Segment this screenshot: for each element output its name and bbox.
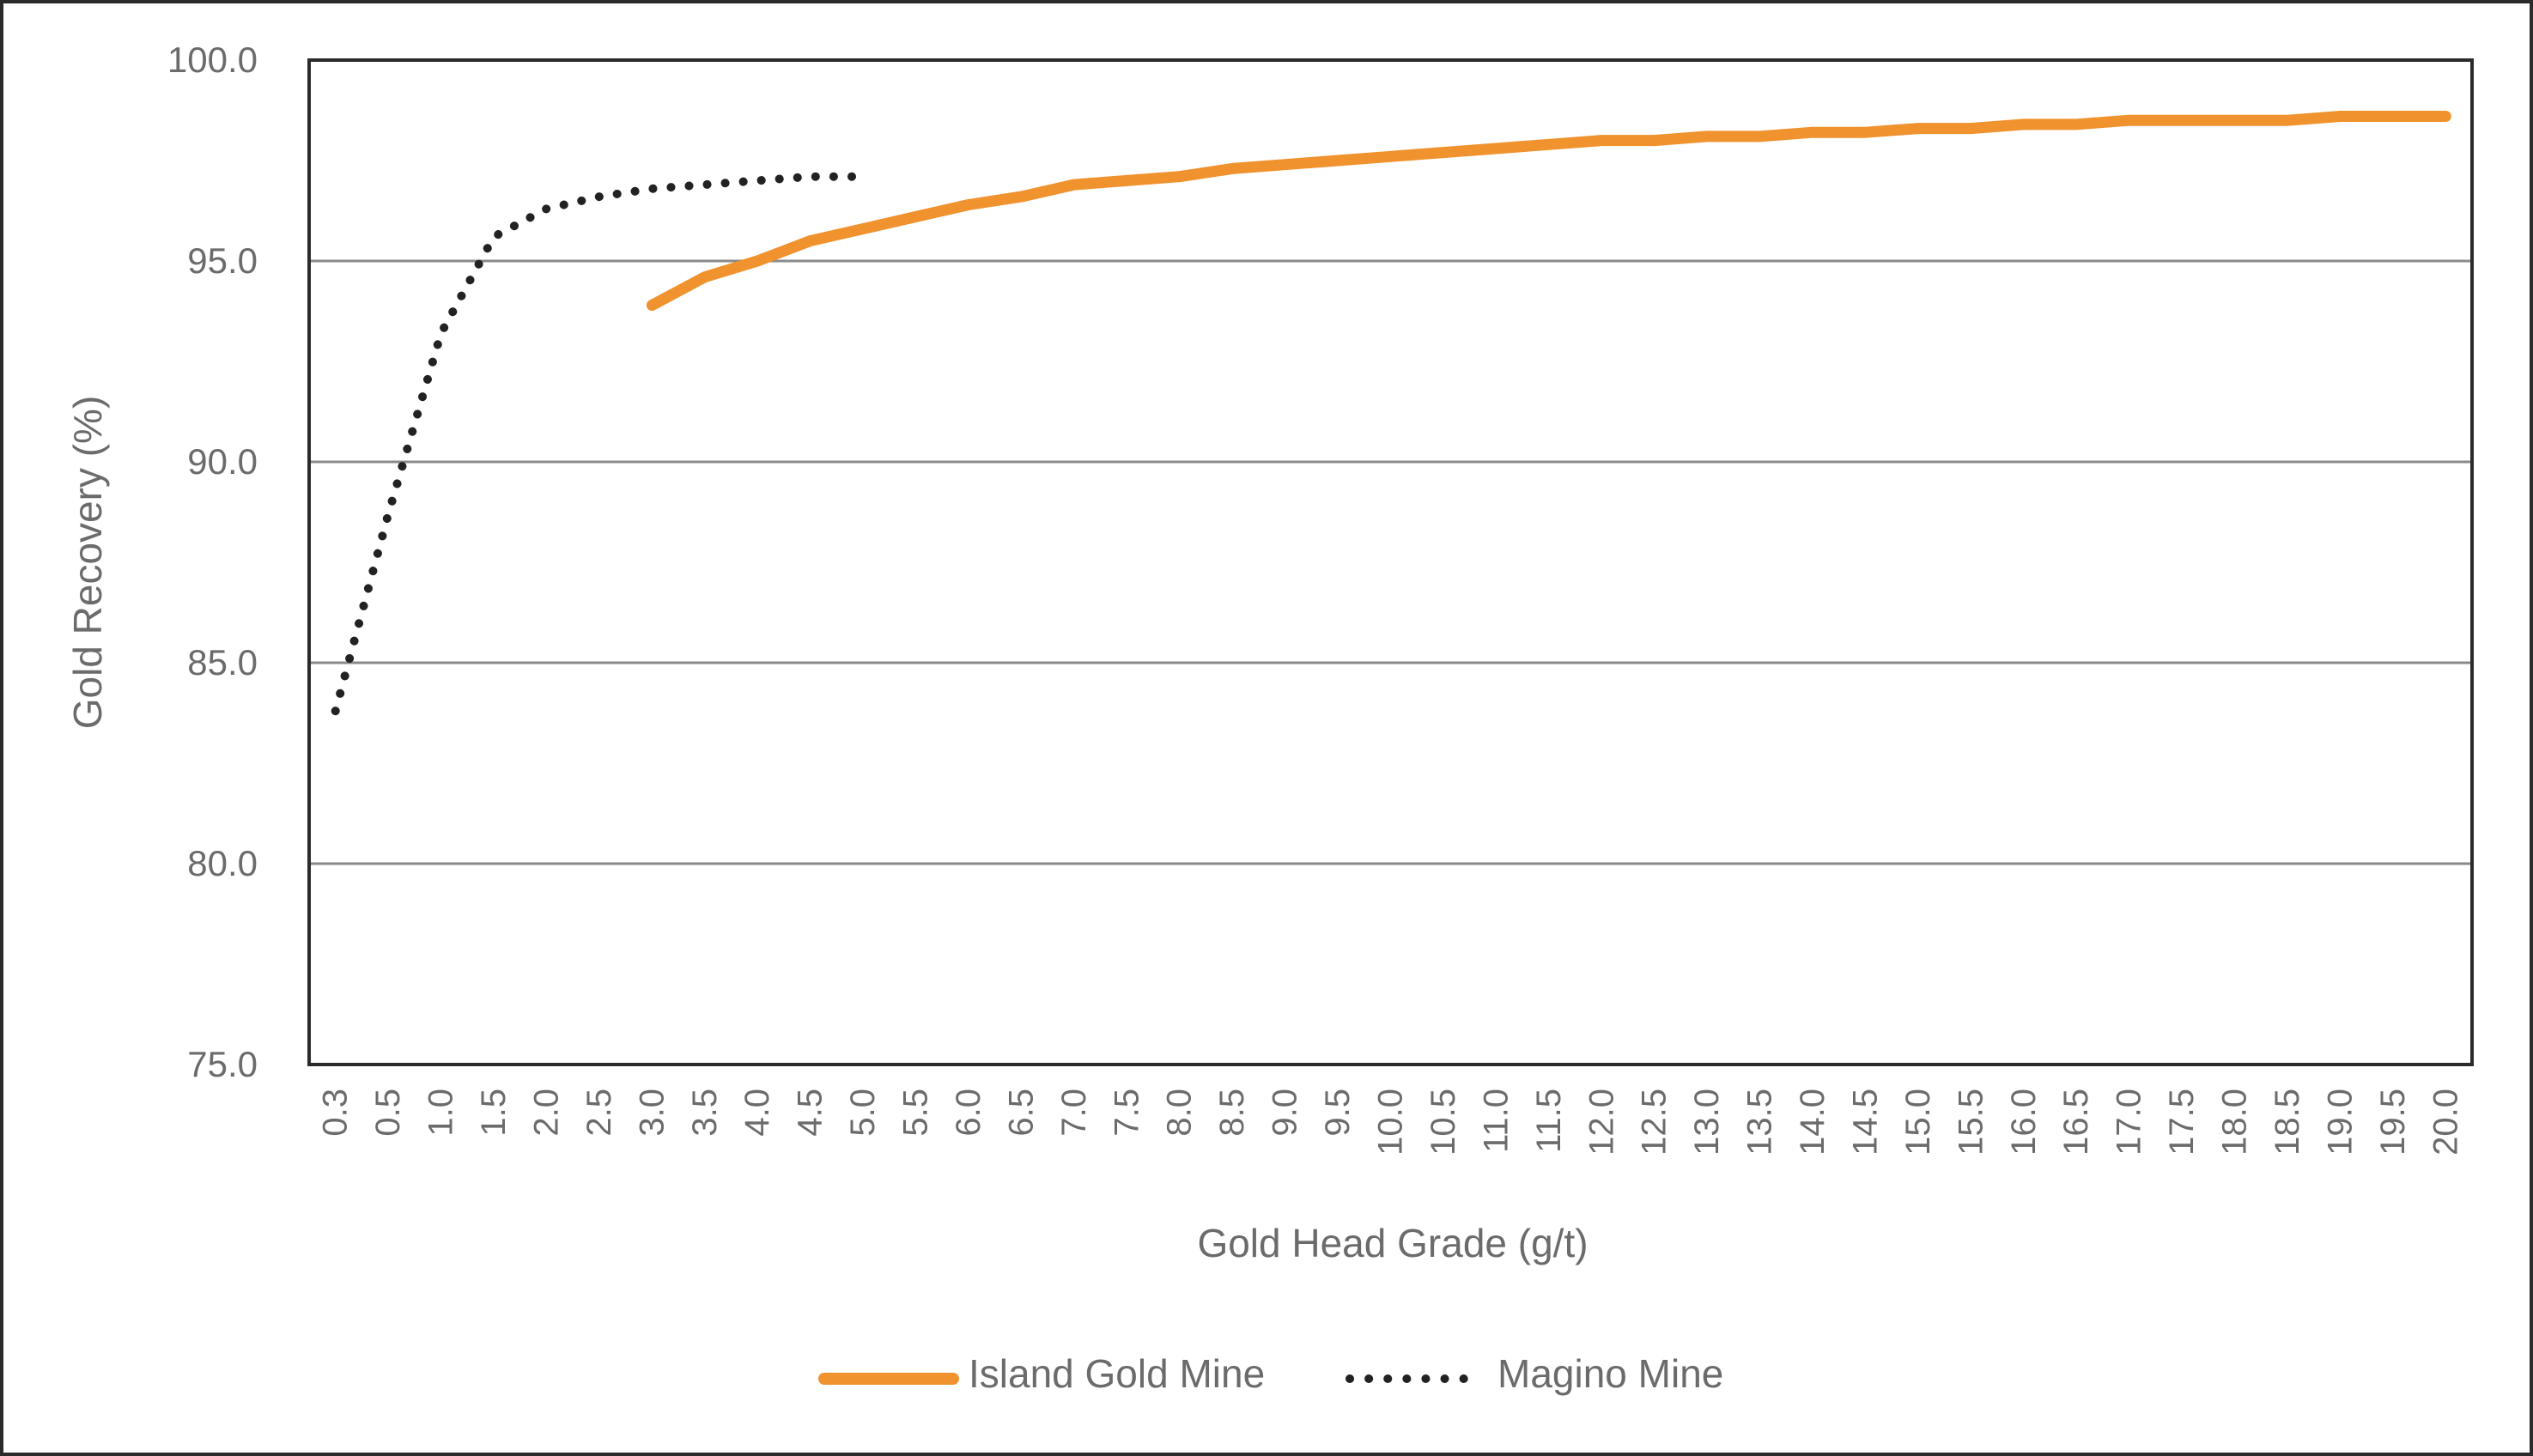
x-tick-label: 4.0: [738, 1089, 776, 1137]
series-lines: [331, 111, 2451, 716]
y-tick-label: 100.0: [167, 39, 258, 80]
x-tick-label: 9.0: [1266, 1089, 1304, 1137]
x-axis-title: Gold Head Grade (g/t): [1197, 1221, 1588, 1265]
magino-mine-line: [331, 172, 868, 716]
y-tick-label: 75.0: [187, 1044, 258, 1084]
x-tick-label: 15.0: [1899, 1089, 1937, 1156]
x-tick-label: 3.5: [686, 1089, 724, 1137]
x-tick-label: 1.5: [475, 1089, 513, 1137]
y-axis-ticks: 75.0 80.0 85.0 90.0 95.0 100.0: [167, 39, 258, 1084]
x-tick-label: 10.0: [1372, 1089, 1410, 1156]
x-tick-label: 19.5: [2374, 1089, 2412, 1156]
x-tick-label: 12.0: [1582, 1089, 1620, 1156]
y-tick-label: 85.0: [187, 642, 258, 682]
x-tick-label: 2.5: [580, 1089, 618, 1137]
legend-island-gold-label: Island Gold Mine: [969, 1351, 1265, 1396]
x-tick-label: 2.0: [527, 1089, 565, 1137]
x-tick-label: 20.0: [2427, 1089, 2464, 1156]
gridlines: [309, 259, 2472, 865]
x-tick-label: 5.0: [844, 1089, 882, 1137]
x-axis-ticks: 0.3 0.5 1.0 1.5 2.0 2.5 3.0 3.5 4.0 4.5 5.0 5.5 6.0 6…: [317, 1089, 2465, 1156]
x-tick-label: 18.0: [2216, 1089, 2254, 1156]
x-tick-label: 17.5: [2163, 1089, 2201, 1156]
x-tick-label: 10.5: [1424, 1089, 1462, 1156]
x-tick-label: 13.5: [1741, 1089, 1779, 1156]
island-gold-mine-line: [646, 111, 2451, 311]
x-tick-label: 7.0: [1055, 1089, 1093, 1137]
x-tick-label: 19.0: [2321, 1089, 2359, 1156]
x-tick-label: 18.5: [2269, 1089, 2306, 1156]
y-tick-label: 90.0: [187, 441, 258, 482]
x-tick-label: 8.5: [1213, 1089, 1251, 1137]
x-tick-label: 8.0: [1161, 1089, 1199, 1137]
x-tick-label: 1.0: [422, 1089, 460, 1137]
x-tick-label: 11.5: [1530, 1089, 1568, 1153]
plot-area: [307, 58, 2474, 1066]
x-tick-label: 5.5: [897, 1089, 935, 1137]
legend-magino-label: Magino Mine: [1497, 1351, 1723, 1396]
legend: Island Gold Mine Magino Mine: [818, 1351, 1723, 1396]
x-tick-label: 15.5: [1952, 1089, 1989, 1156]
x-tick-label: 9.5: [1319, 1089, 1357, 1137]
x-tick-label: 3.0: [633, 1089, 671, 1137]
y-axis-title: Gold Recovery (%): [65, 396, 110, 730]
y-tick-label: 95.0: [187, 240, 258, 281]
x-tick-label: 6.0: [950, 1089, 987, 1137]
x-tick-label: 6.5: [1002, 1089, 1040, 1137]
x-tick-label: 12.5: [1636, 1089, 1673, 1156]
x-tick-label: 7.5: [1108, 1089, 1145, 1137]
y-tick-label: 80.0: [187, 843, 258, 883]
x-tick-label: 13.0: [1688, 1089, 1726, 1156]
x-tick-label: 17.0: [2111, 1089, 2148, 1156]
x-tick-label: 14.0: [1794, 1089, 1831, 1156]
x-tick-label: 14.5: [1846, 1089, 1884, 1156]
x-tick-label: 11.0: [1477, 1089, 1515, 1153]
x-tick-label: 16.5: [2057, 1089, 2095, 1156]
x-tick-label: 16.0: [2005, 1089, 2043, 1156]
x-tick-label: 4.5: [792, 1089, 829, 1137]
x-tick-label: 0.3: [317, 1089, 355, 1137]
x-tick-label: 0.5: [369, 1089, 407, 1137]
